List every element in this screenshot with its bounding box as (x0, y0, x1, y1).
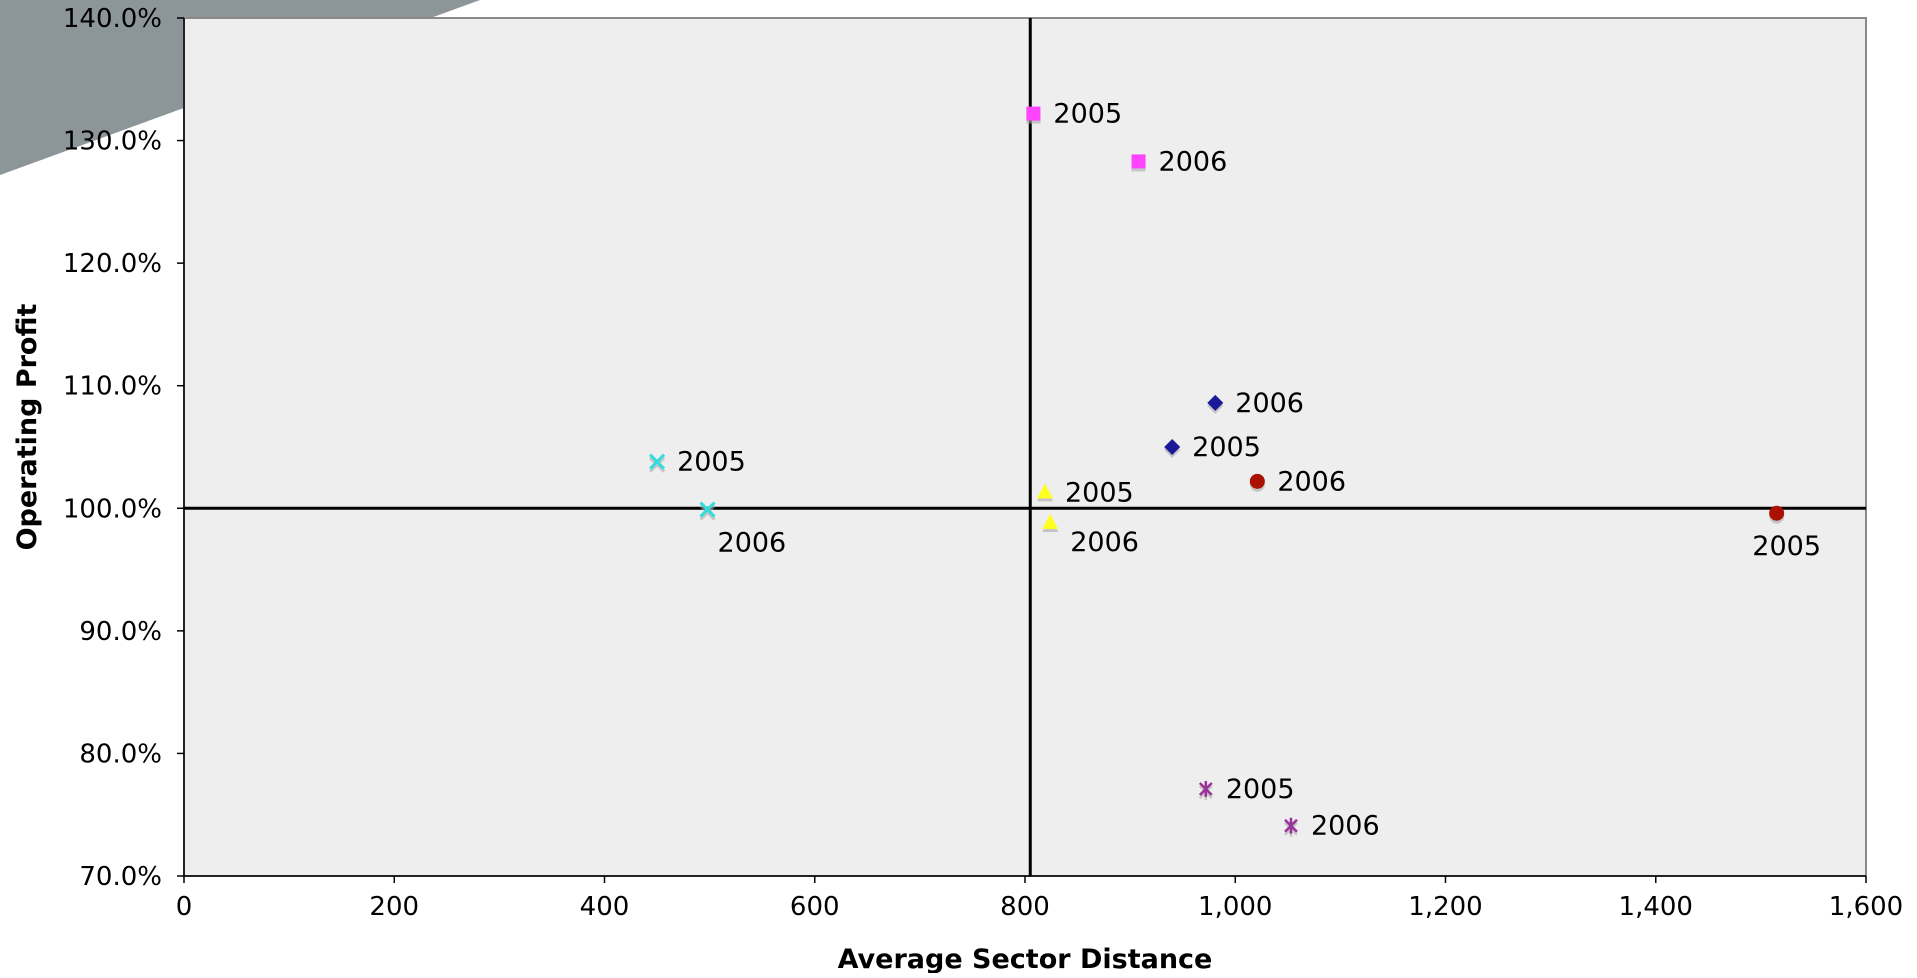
data-point: 2006 (1249, 466, 1346, 497)
data-label: 2006 (1311, 811, 1380, 842)
y-tick-label: 110.0% (63, 372, 162, 402)
data-point: 2005 (1026, 99, 1122, 130)
data-points: 2005 2006 2005 2006 2005 2006 2005 2006 2005 2006… (649, 99, 1821, 842)
y-tick-label: 120.0% (63, 249, 162, 279)
data-point: 2005 (1036, 477, 1134, 508)
plot-area (183, 17, 1867, 877)
data-point: 2006 (1042, 513, 1139, 558)
y-axis-title: Operating Profit (12, 304, 43, 551)
data-label: 2005 (1752, 531, 1821, 562)
data-label: 2006 (1235, 388, 1304, 419)
x-tick-label: 1,200 (1408, 892, 1482, 922)
data-point: 2005 (1164, 432, 1261, 463)
data-label: 2005 (677, 447, 746, 478)
y-tick-label: 130.0% (63, 127, 162, 157)
data-point: 2006 (699, 501, 787, 559)
data-label: 2006 (1277, 466, 1346, 497)
y-tick-label: 140.0% (63, 4, 162, 34)
data-point: 2005 (1752, 505, 1821, 562)
x-tick-label: 400 (580, 892, 630, 922)
data-label: 2006 (1159, 146, 1228, 177)
data-point-shadow (699, 504, 716, 521)
data-label: 2006 (1070, 527, 1139, 558)
y-tick-label: 70.0% (79, 862, 162, 892)
data-point-shadow (649, 456, 666, 473)
data-point: 2006 (1207, 388, 1304, 419)
data-point: 2006 (1131, 146, 1228, 177)
x-axis-title: Average Sector Distance (838, 944, 1213, 973)
y-tick-label: 80.0% (79, 739, 162, 769)
data-label: 2005 (1053, 99, 1122, 130)
data-label: 2005 (1065, 477, 1134, 508)
data-point: 2005 (1198, 774, 1295, 805)
data-point: 2006 (1284, 811, 1380, 842)
x-tick-label: 200 (369, 892, 419, 922)
y-tick-label: 100.0% (63, 494, 162, 524)
y-tick-label: 90.0% (79, 617, 162, 647)
x-tick-label: 1,000 (1198, 892, 1272, 922)
x-tick-label: 1,600 (1829, 892, 1903, 922)
x-tick-label: 800 (1000, 892, 1050, 922)
data-label: 2005 (1192, 432, 1261, 463)
data-label: 2006 (718, 528, 787, 559)
data-label: 2005 (1226, 774, 1295, 805)
data-point: 2005 (649, 447, 746, 478)
x-tick-label: 600 (790, 892, 840, 922)
axes: 0 200 400 600 800 1,000 1,200 1,400 1,600 70.0% 80… (63, 4, 1903, 922)
x-tick-label: 0 (176, 892, 193, 922)
x-tick-label: 1,400 (1619, 892, 1693, 922)
reference-lines (184, 18, 1866, 876)
